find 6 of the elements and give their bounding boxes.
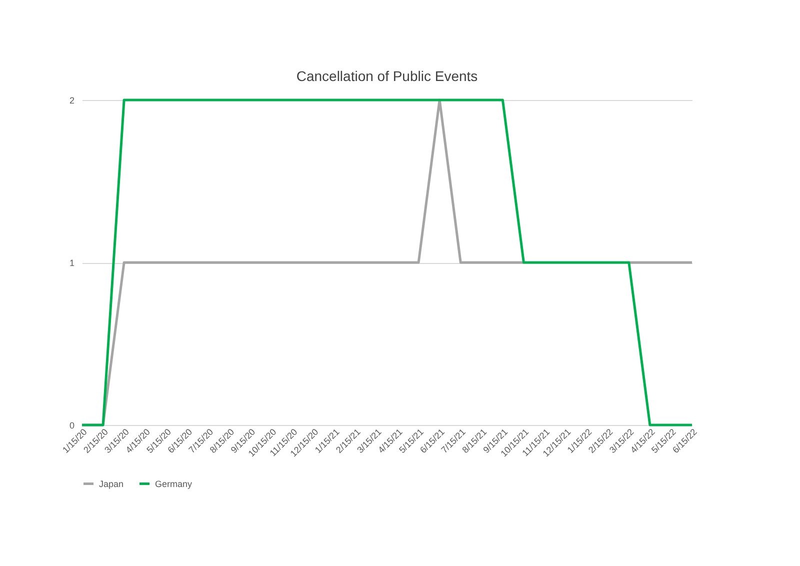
y-tick-label: 1 bbox=[69, 258, 74, 268]
legend-label: Germany bbox=[155, 478, 193, 489]
legend-label: Japan bbox=[99, 478, 124, 489]
y-tick-label: 0 bbox=[69, 420, 74, 430]
chart-title: Cancellation of Public Events bbox=[296, 68, 478, 84]
y-tick-label: 2 bbox=[69, 96, 74, 106]
